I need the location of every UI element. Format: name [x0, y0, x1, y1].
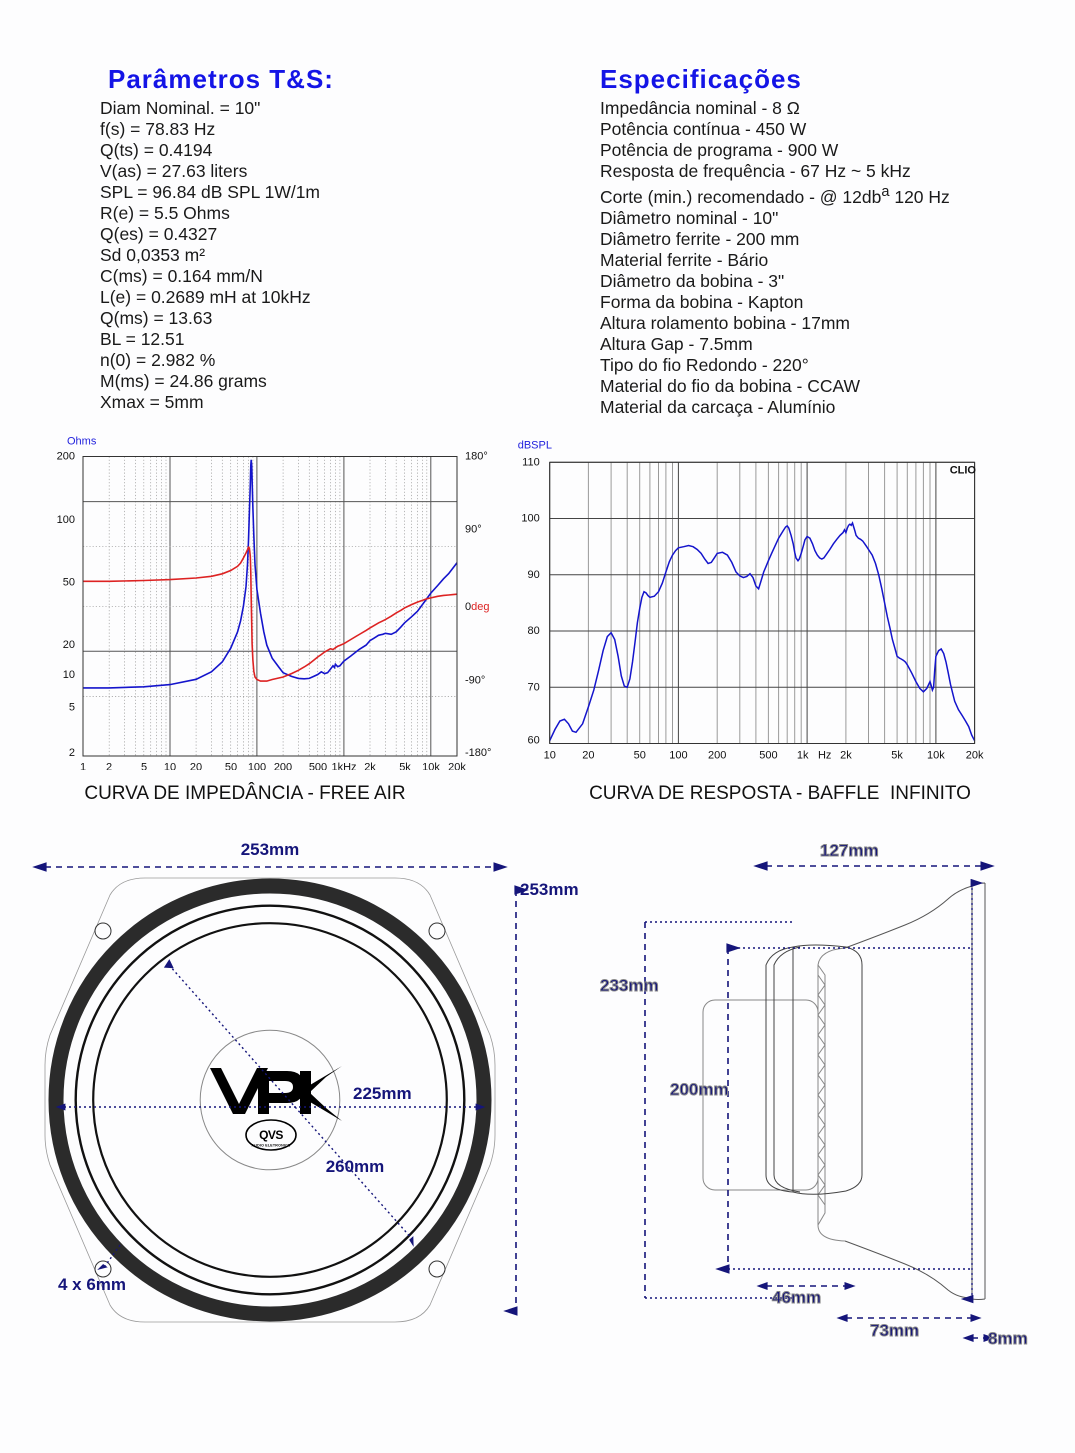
svg-text:-180°: -180°: [465, 747, 491, 759]
svg-text:0deg: 0deg: [465, 601, 489, 613]
svg-text:Ohms: Ohms: [67, 436, 97, 448]
svg-text:QVS: QVS: [259, 1128, 283, 1142]
svg-text:10: 10: [63, 669, 75, 681]
svg-text:200mm: 200mm: [670, 1080, 729, 1099]
svg-text:200: 200: [57, 451, 75, 463]
svg-text:50: 50: [63, 577, 75, 589]
svg-text:10: 10: [544, 749, 556, 761]
svg-text:4 x 6mm: 4 x 6mm: [58, 1275, 126, 1294]
svg-text:10k: 10k: [927, 749, 945, 761]
svg-text:5: 5: [141, 762, 147, 771]
svg-text:2: 2: [106, 762, 112, 771]
svg-text:500: 500: [309, 762, 327, 771]
svg-text:20k: 20k: [448, 762, 466, 771]
svg-text:1: 1: [80, 762, 86, 771]
svg-text:110: 110: [522, 456, 540, 468]
svg-text:5k: 5k: [399, 762, 411, 771]
svg-text:20k: 20k: [966, 749, 984, 761]
svg-text:253mm: 253mm: [241, 840, 300, 859]
svg-text:200: 200: [274, 762, 292, 771]
svg-text:180°: 180°: [465, 451, 488, 463]
svg-text:500: 500: [759, 749, 777, 761]
svg-text:5k: 5k: [891, 749, 903, 761]
svg-text:90°: 90°: [465, 524, 482, 536]
svg-text:70: 70: [527, 681, 539, 693]
svg-text:-90°: -90°: [465, 675, 485, 687]
svg-text:20: 20: [190, 762, 202, 771]
svg-text:225mm: 225mm: [353, 1084, 412, 1103]
svg-text:100: 100: [248, 762, 266, 771]
svg-text:CLIO: CLIO: [950, 464, 977, 476]
svg-text:AUDIO ELETRONICS: AUDIO ELETRONICS: [252, 1144, 291, 1148]
svg-text:dBSPL: dBSPL: [518, 439, 552, 451]
svg-text:2k: 2k: [364, 762, 376, 771]
svg-text:100: 100: [57, 514, 75, 526]
svg-text:73mm: 73mm: [870, 1321, 919, 1340]
svg-text:1kHz: 1kHz: [331, 762, 356, 771]
svg-text:253mm: 253mm: [520, 880, 579, 899]
svg-text:8mm: 8mm: [988, 1329, 1028, 1348]
svg-text:50: 50: [225, 762, 237, 771]
svg-text:90: 90: [527, 569, 539, 581]
svg-text:200: 200: [708, 749, 726, 761]
svg-text:50: 50: [634, 749, 646, 761]
svg-text:10: 10: [164, 762, 176, 771]
svg-text:46mm: 46mm: [772, 1288, 821, 1307]
svg-text:20: 20: [63, 639, 75, 651]
svg-text:260mm: 260mm: [326, 1157, 385, 1176]
svg-text:80: 80: [527, 625, 539, 637]
svg-text:2k: 2k: [840, 749, 852, 761]
svg-text:233mm: 233mm: [600, 976, 659, 995]
svg-text:5: 5: [69, 702, 75, 714]
svg-text:2: 2: [69, 747, 75, 759]
svg-text:127mm: 127mm: [820, 841, 879, 860]
svg-text:100: 100: [669, 749, 687, 761]
svg-text:100: 100: [521, 513, 539, 525]
svg-text:1k: 1k: [797, 749, 809, 761]
svg-text:10k: 10k: [422, 762, 440, 771]
svg-text:20: 20: [582, 749, 594, 761]
svg-text:Hz: Hz: [818, 749, 831, 761]
svg-text:60: 60: [527, 735, 539, 747]
